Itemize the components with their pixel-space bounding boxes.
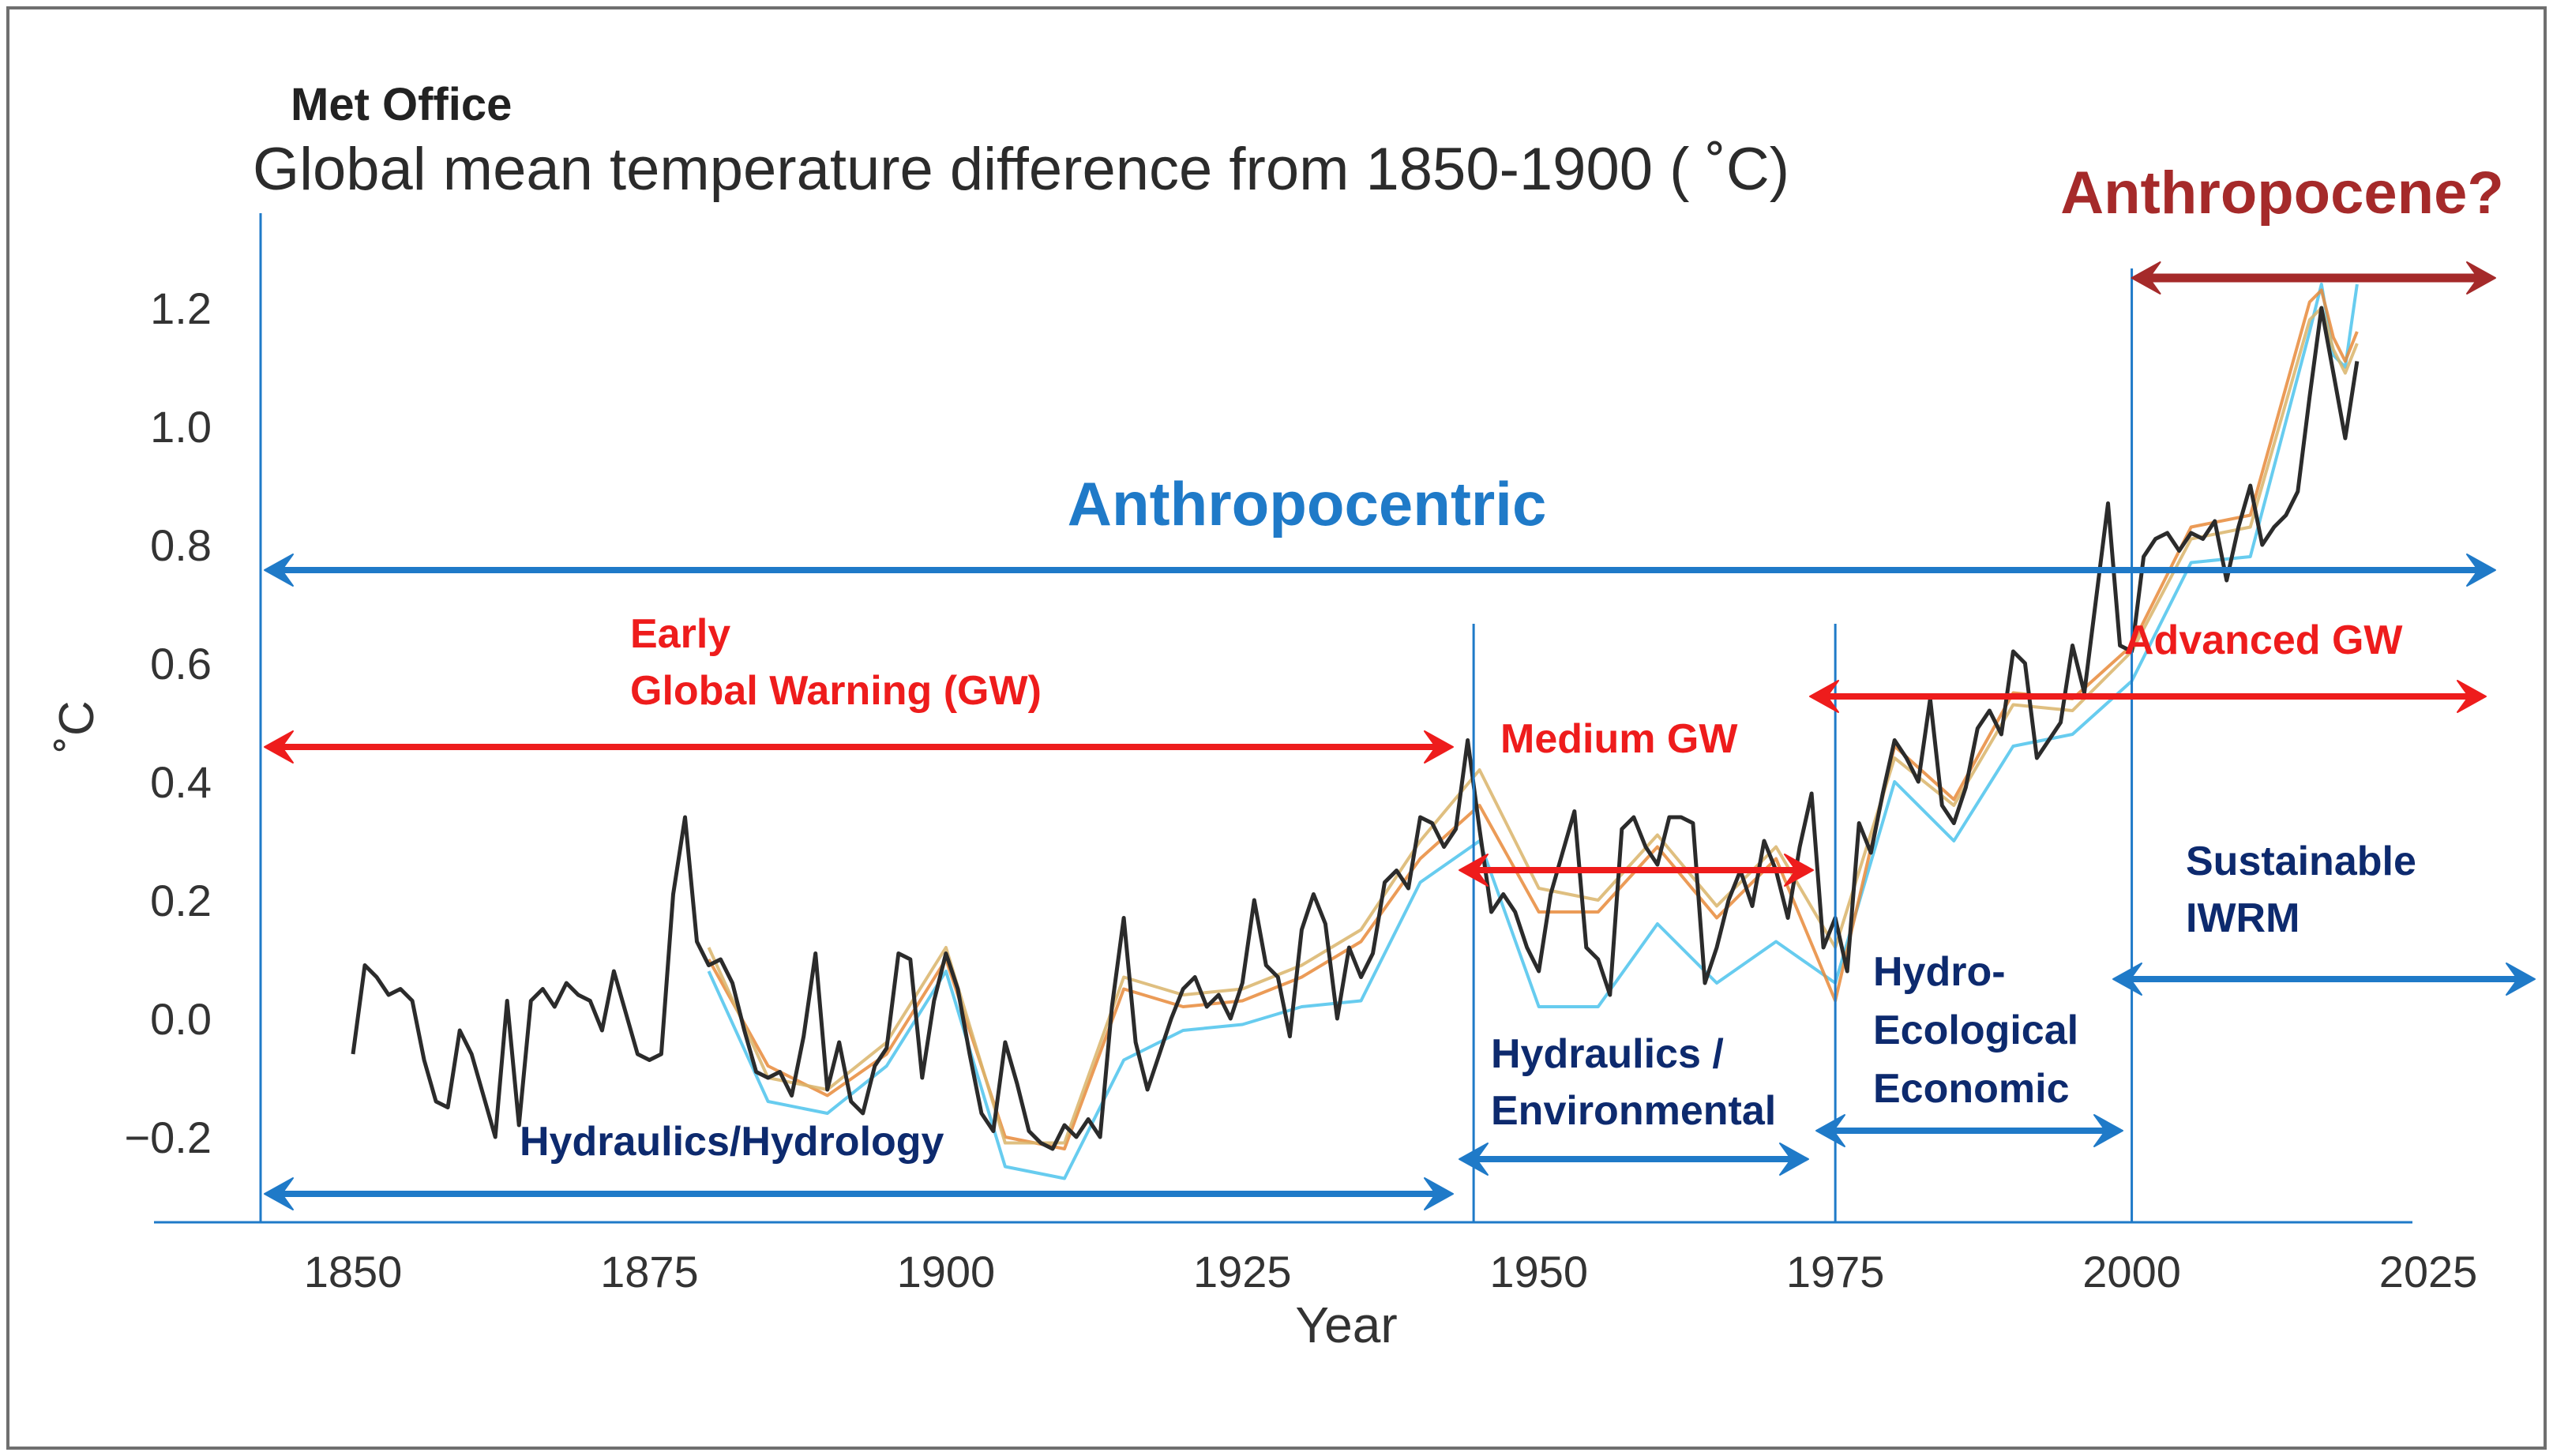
arrow-medium-gw-head-left xyxy=(1459,854,1489,887)
label-advanced-gw: Advanced GW xyxy=(2124,617,2403,663)
y-tick-label: 0.8 xyxy=(150,520,212,570)
arrow-hydraulics-env xyxy=(1459,1143,1809,1176)
arrow-sustainable xyxy=(2112,963,2536,996)
arrow-anthropocene-head-right xyxy=(2466,261,2496,295)
x-tick-label: 1925 xyxy=(1193,1247,1292,1297)
label-medium-gw: Medium GW xyxy=(1500,716,1738,762)
arrow-advanced-gw xyxy=(1809,680,2487,713)
arrow-anthropocene xyxy=(2131,261,2496,295)
x-tick-label: 1975 xyxy=(1786,1247,1885,1297)
label-hydraulics-hydrology: Hydraulics/Hydrology xyxy=(520,1119,944,1165)
y-tick-label: 0.0 xyxy=(150,994,212,1044)
label-anthropocene: Anthropocene? xyxy=(2060,159,2504,227)
arrow-sustainable-head-left xyxy=(2112,963,2142,996)
chart-title: Global mean temperature difference from … xyxy=(253,136,1789,203)
y-tick-label: 0.4 xyxy=(150,757,212,807)
label-hydro-eco-1: Hydro- xyxy=(1873,949,2006,995)
arrow-anthropocene-head-left xyxy=(2131,261,2161,295)
x-tick-label: 2000 xyxy=(2082,1247,2181,1297)
arrow-early-gw xyxy=(264,730,1454,764)
figure-border xyxy=(6,6,2547,1450)
label-early-gw-1: Early xyxy=(630,611,730,657)
arrow-early-gw-head-right xyxy=(1424,730,1454,764)
arrow-medium-gw xyxy=(1459,854,1814,887)
label-hydro-eco-2: Ecological xyxy=(1873,1008,2078,1053)
x-tick-label: 1850 xyxy=(304,1247,403,1297)
series-line xyxy=(707,283,2359,1180)
arrow-anthropocentric xyxy=(264,554,2496,587)
arrow-advanced-gw-head-left xyxy=(1809,680,1839,713)
label-anthropocentric: Anthropocentric xyxy=(1068,469,1547,538)
x-tick-label: 2025 xyxy=(2379,1247,2478,1297)
arrow-anthropocentric-head-left xyxy=(264,554,294,587)
arrow-medium-gw-head-right xyxy=(1784,854,1814,887)
arrow-hydraulics-hydrology-head-left xyxy=(264,1177,294,1210)
x-tick-label: 1875 xyxy=(600,1247,699,1297)
arrow-hydraulics-env-head-left xyxy=(1459,1143,1489,1176)
y-axis-label: ˚C xyxy=(50,700,104,752)
axes: −0.2 0.0 0.2 0.4 0.6 0.8 1.0 1.2 1850 1875 1900 192… xyxy=(50,213,2477,1353)
arrow-hydro-eco xyxy=(1815,1114,2123,1147)
era-arrows xyxy=(264,261,2536,1210)
series-line xyxy=(351,306,2360,1151)
source-label: Met Office xyxy=(291,79,512,130)
label-hydro-eco-3: Economic xyxy=(1873,1066,2070,1112)
arrow-advanced-gw-head-right xyxy=(2457,680,2487,713)
y-tick-label: 0.2 xyxy=(150,876,212,925)
arrow-hydraulics-hydrology-head-right xyxy=(1424,1177,1454,1210)
arrow-hydraulics-hydrology xyxy=(264,1177,1454,1210)
arrow-early-gw-head-left xyxy=(264,730,294,764)
arrow-hydraulics-env-head-right xyxy=(1779,1143,1809,1176)
x-axis-label: Year xyxy=(1295,1297,1397,1353)
label-hydraulics-env-1: Hydraulics / xyxy=(1491,1031,1724,1077)
arrow-hydro-eco-head-left xyxy=(1815,1114,1845,1147)
y-tick-label: 0.6 xyxy=(150,639,212,689)
y-tick-label: 1.2 xyxy=(150,283,212,333)
y-tick-label: −0.2 xyxy=(124,1113,212,1162)
arrow-hydro-eco-head-right xyxy=(2093,1114,2123,1147)
x-tick-label: 1950 xyxy=(1489,1247,1588,1297)
arrow-anthropocentric-head-right xyxy=(2466,554,2496,587)
label-sustainable-2: IWRM xyxy=(2186,895,2300,941)
y-tick-label: 1.0 xyxy=(150,402,212,452)
arrow-sustainable-head-right xyxy=(2506,963,2536,996)
label-sustainable-1: Sustainable xyxy=(2186,839,2416,884)
label-early-gw-2: Global Warning (GW) xyxy=(630,668,1042,714)
label-hydraulics-env-2: Environmental xyxy=(1491,1088,1776,1134)
x-tick-label: 1900 xyxy=(897,1247,996,1297)
